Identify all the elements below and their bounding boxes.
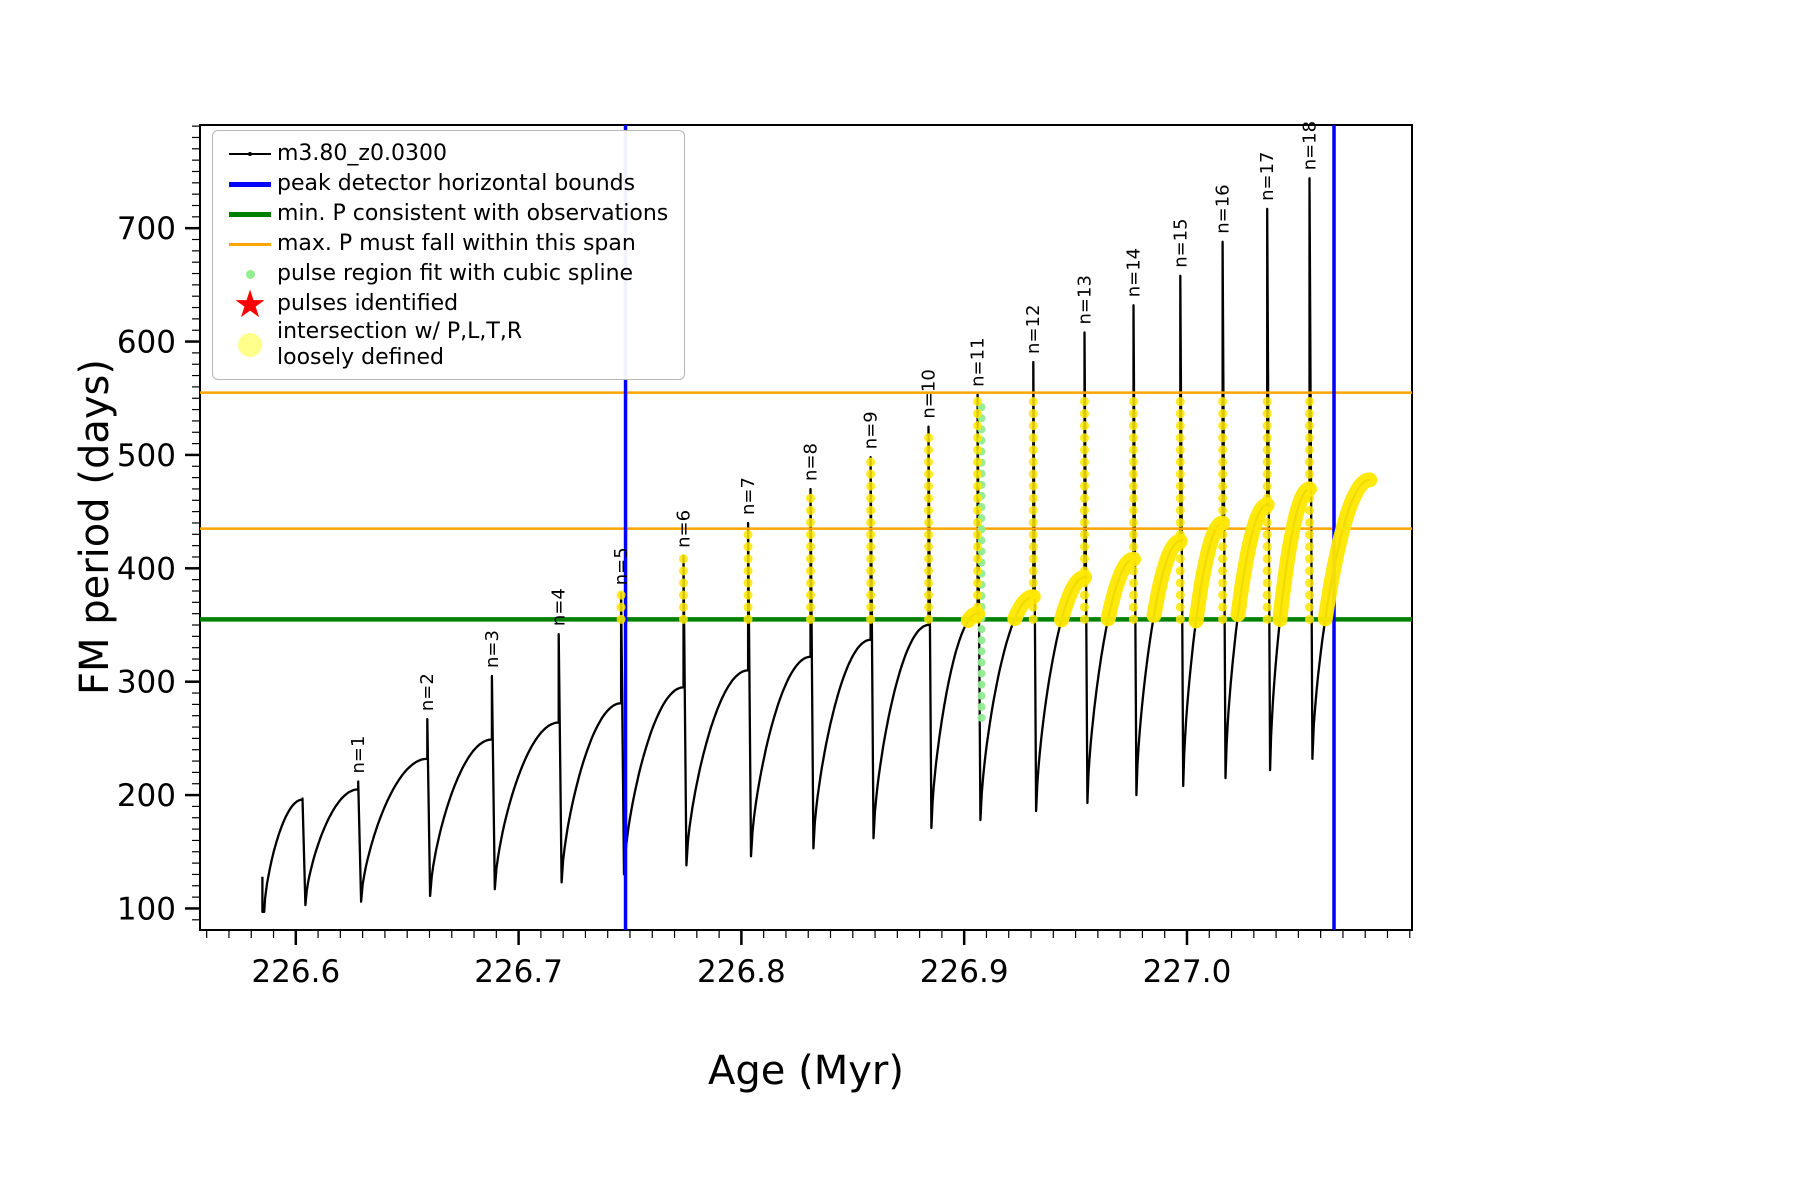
intersection-hump-arc [1272,481,1317,627]
legend-label: pulses identified [277,291,459,317]
pulse-label: n=5 [611,547,632,585]
intersection-hump-arc [960,606,986,628]
y-axis-label: FM period (days) [72,359,118,695]
legend: m3.80_z0.0300 peak detector horizontal b… [212,130,686,380]
intersection-hump-arc [1317,472,1378,627]
y-tick-label: 600 [117,325,176,361]
pulse-label: n=10 [919,369,940,418]
pulse-label: n=13 [1074,275,1095,324]
blue-line-icon [223,181,277,187]
legend-item-pulses-identified: ★ pulses identified [223,282,668,326]
legend-item-pulse-region: pulse region fit with cubic spline [223,259,668,289]
intersection-hump-arc [1146,533,1188,623]
y-tick-label: 200 [117,778,176,814]
intersection-hump-arc [1007,589,1041,627]
y-tick-label: 300 [117,665,176,701]
y-tick-label: 700 [117,211,176,247]
y-tick-label: 500 [117,438,176,474]
pulse-label: n=9 [861,411,882,449]
green-line-icon [223,211,277,217]
legend-item-max-p: max. P must fall within this span [223,229,668,259]
pulse-label: n=3 [482,630,503,668]
red-star-icon: ★ [232,282,268,326]
legend-label: max. P must fall within this span [277,231,636,257]
intersection-hump-arc [1100,551,1141,627]
legend-item-series: m3.80_z0.0300 [223,139,668,169]
pulse-label: n=7 [738,477,759,515]
intersection-hump-arc [1054,569,1092,628]
pulse-label: n=12 [1023,305,1044,354]
legend-label: pulse region fit with cubic spline [277,261,634,287]
orange-line-icon [223,242,277,246]
intersection-hump-arc [1230,497,1275,622]
pulse-label: n=14 [1124,248,1145,297]
pulse-label: n=18 [1300,121,1321,170]
x-tick-label: 226.9 [920,954,1009,990]
lightgreen-dot-icon [223,269,277,279]
x-tick-label: 226.7 [474,954,563,990]
pulse-label: n=4 [549,588,570,626]
pulse-label: n=6 [673,510,694,548]
x-tick-label: 226.6 [251,954,340,990]
pulse-label: n=16 [1213,184,1234,233]
legend-item-peak-bounds: peak detector horizontal bounds [223,169,668,199]
pulse-label: n=17 [1257,151,1278,200]
intersection-hump-arc [1188,515,1231,629]
legend-item-min-p: min. P consistent with observations [223,199,668,229]
legend-label: intersection w/ P,L,T,R loosely defined [277,319,523,370]
x-tick-label: 226.8 [697,954,786,990]
y-tick-label: 400 [117,551,176,587]
yellow-dot-icon [223,332,277,357]
legend-label: min. P consistent with observations [277,201,669,227]
legend-item-intersection: intersection w/ P,L,T,R loosely defined [223,319,668,371]
legend-label: peak detector horizontal bounds [277,171,636,197]
legend-label: m3.80_z0.0300 [277,141,447,167]
y-tick-label: 100 [117,891,176,927]
line-dot-marker-icon [223,152,277,156]
x-tick-label: 227.0 [1143,954,1232,990]
pulse-label: n=8 [800,443,821,481]
pulse-label: n=11 [968,337,989,386]
pulse-label: n=15 [1170,218,1191,267]
pulse-label: n=1 [348,736,369,774]
x-axis-label: Age (Myr) [708,1048,904,1094]
pulse-label: n=2 [417,673,438,711]
